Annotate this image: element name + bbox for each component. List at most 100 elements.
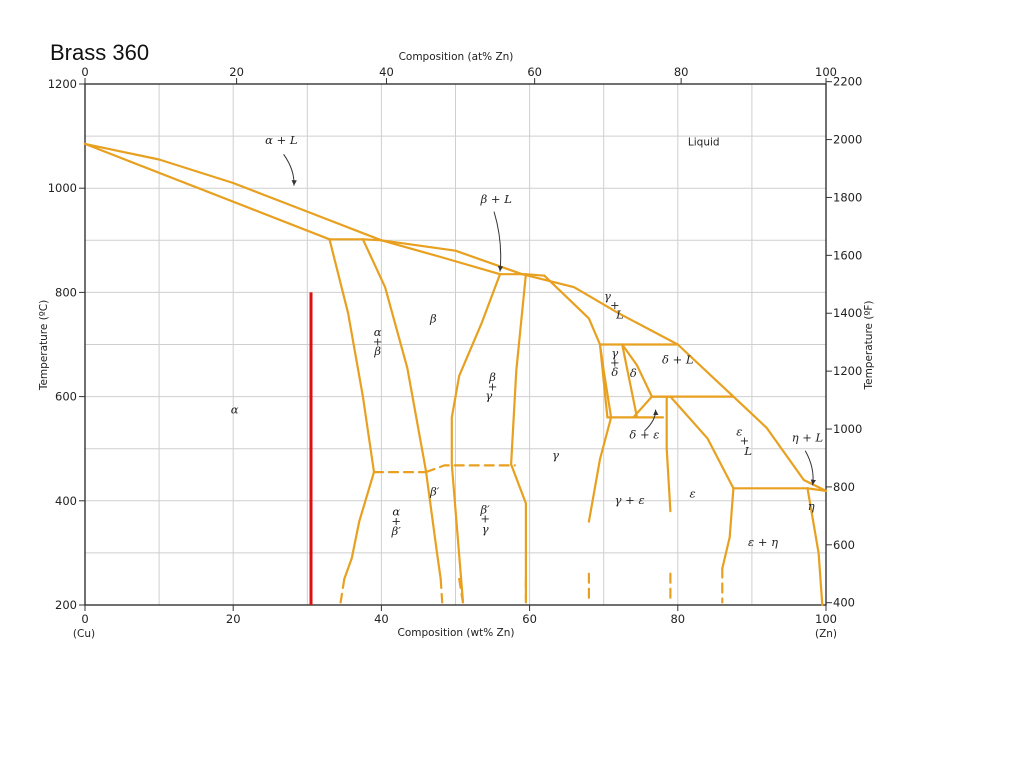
top-tick-label: 20	[229, 65, 244, 79]
boundary-alpha-solvus	[328, 238, 376, 474]
bottom-tick-label: 100	[815, 612, 837, 626]
left-tick-label: 600	[55, 390, 77, 404]
phase-label: β	[429, 312, 437, 326]
boundary-eta-boundary	[806, 487, 828, 492]
right-tick-label: 600	[833, 538, 855, 552]
right-end-label: (Zn)	[815, 628, 837, 640]
right-axis-label: Temperature (ºF)	[863, 300, 875, 390]
boundary-delta-ledge	[621, 343, 639, 419]
boundary-delta-left	[598, 343, 609, 419]
right-tick-label: 2000	[833, 133, 862, 147]
alpha-L-arrow-head	[291, 180, 297, 186]
top-tick-label: 0	[81, 65, 88, 79]
left-tick-label: 1200	[48, 77, 77, 91]
phase-label: β	[373, 344, 381, 358]
phase-label: γ	[485, 389, 492, 403]
phase-label: α	[374, 325, 382, 339]
phase-label: η	[808, 499, 815, 513]
phase-label: β	[488, 370, 496, 384]
beta-L-arrow	[493, 211, 502, 272]
right-tick-label: 1800	[833, 190, 862, 204]
left-tick-label: 1000	[48, 181, 77, 195]
boundary-delta-right	[621, 343, 653, 398]
eta-L-arrow-head	[810, 479, 816, 486]
boundary-peritectic-903	[328, 238, 383, 242]
left-axis-label: Temperature (ºC)	[38, 300, 50, 391]
phase-label: L	[615, 307, 624, 321]
phase-label: γ	[482, 522, 489, 536]
boundary-liquidus-epsilon	[676, 343, 828, 492]
left-end-label: (Cu)	[73, 628, 95, 640]
phase-label: ε + η	[748, 535, 778, 549]
boundary-betaprime-right-dash	[458, 577, 464, 604]
top-tick-label: 80	[674, 65, 689, 79]
right-tick-label: 1000	[833, 422, 862, 436]
phase-label: α	[231, 402, 239, 416]
top-axis-label: Composition (at% Zn)	[399, 51, 514, 63]
boundary-beta-boundary-left	[361, 238, 427, 472]
phase-label: ε	[690, 487, 696, 501]
phase-label: +	[480, 512, 490, 526]
phase-label: δ + L	[662, 352, 694, 366]
phase-label: β′	[391, 524, 402, 538]
phase-label: η + L	[792, 430, 823, 444]
bottom-tick-label: 20	[226, 612, 241, 626]
boundary-liquidus-alpha	[83, 142, 331, 241]
phase-label: δ	[630, 366, 637, 380]
phase-label: δ + ε	[629, 427, 659, 441]
bottom-tick-label: 80	[670, 612, 685, 626]
top-tick-label: 40	[379, 65, 394, 79]
phase-label: Liquid	[688, 136, 720, 148]
boundary-betaprime-left-dash	[439, 577, 444, 604]
phase-label: β + L	[480, 192, 512, 206]
right-tick-label: 800	[833, 480, 855, 494]
phase-label: +	[610, 298, 620, 312]
boundary-delta-bottom	[632, 395, 672, 419]
delta-eps-arrow-head	[653, 409, 659, 416]
boundary-beta-boundary-right	[450, 273, 502, 602]
phase-label: +	[610, 355, 620, 369]
phase-label: α + L	[265, 133, 297, 147]
boundary-gamma-boundary-left	[510, 273, 527, 601]
right-tick-label: 1400	[833, 306, 862, 320]
boundary-liquidus-gamma	[521, 273, 679, 346]
boundary-solidus-alpha	[83, 142, 383, 242]
boundary-alpha-low-left	[343, 471, 376, 581]
boundary-gamma-eps-left	[587, 416, 613, 523]
right-tick-label: 2200	[833, 75, 862, 89]
right-tick-label: 1600	[833, 248, 862, 262]
phase-label: γ	[611, 346, 618, 360]
boundary-gamma-eps-right	[665, 395, 672, 513]
phase-label: α	[392, 504, 400, 518]
right-tick-label: 400	[833, 596, 855, 610]
top-tick-label: 60	[527, 65, 542, 79]
bottom-axis-label: Composition (wt% Zn)	[398, 627, 515, 639]
boundary-alpha-low-dash	[339, 577, 346, 604]
bottom-tick-label: 40	[374, 612, 389, 626]
phase-label: γ	[604, 289, 611, 303]
phase-label: β′	[480, 502, 491, 516]
grid-lines	[85, 84, 826, 605]
right-tick-label: 1200	[833, 364, 862, 378]
bottom-tick-label: 0	[81, 612, 88, 626]
axis-ticks: 0 20 40 60 80 1000 20 40 60 80 1002004006008001000…	[48, 65, 863, 626]
annotation-arrows	[283, 154, 816, 486]
phase-boundaries	[83, 142, 828, 607]
boundary-epsilon-left	[669, 395, 735, 490]
phase-label: δ	[611, 365, 618, 379]
phase-label: +	[373, 335, 383, 349]
phase-label: L	[743, 444, 752, 458]
plot-frame	[84, 83, 827, 606]
boundary-epsilon-eta-left	[721, 487, 735, 570]
top-tick-label: 100	[815, 65, 837, 79]
slide-title: Brass 360	[50, 40, 150, 65]
bottom-tick-label: 60	[522, 612, 537, 626]
beta-L-arrow-head	[497, 265, 504, 272]
phase-label: γ	[552, 448, 559, 462]
left-tick-label: 200	[55, 598, 77, 612]
boundary-betaprime-left	[424, 469, 442, 581]
left-tick-label: 800	[55, 285, 77, 299]
boundary-solidus-beta	[380, 239, 502, 276]
